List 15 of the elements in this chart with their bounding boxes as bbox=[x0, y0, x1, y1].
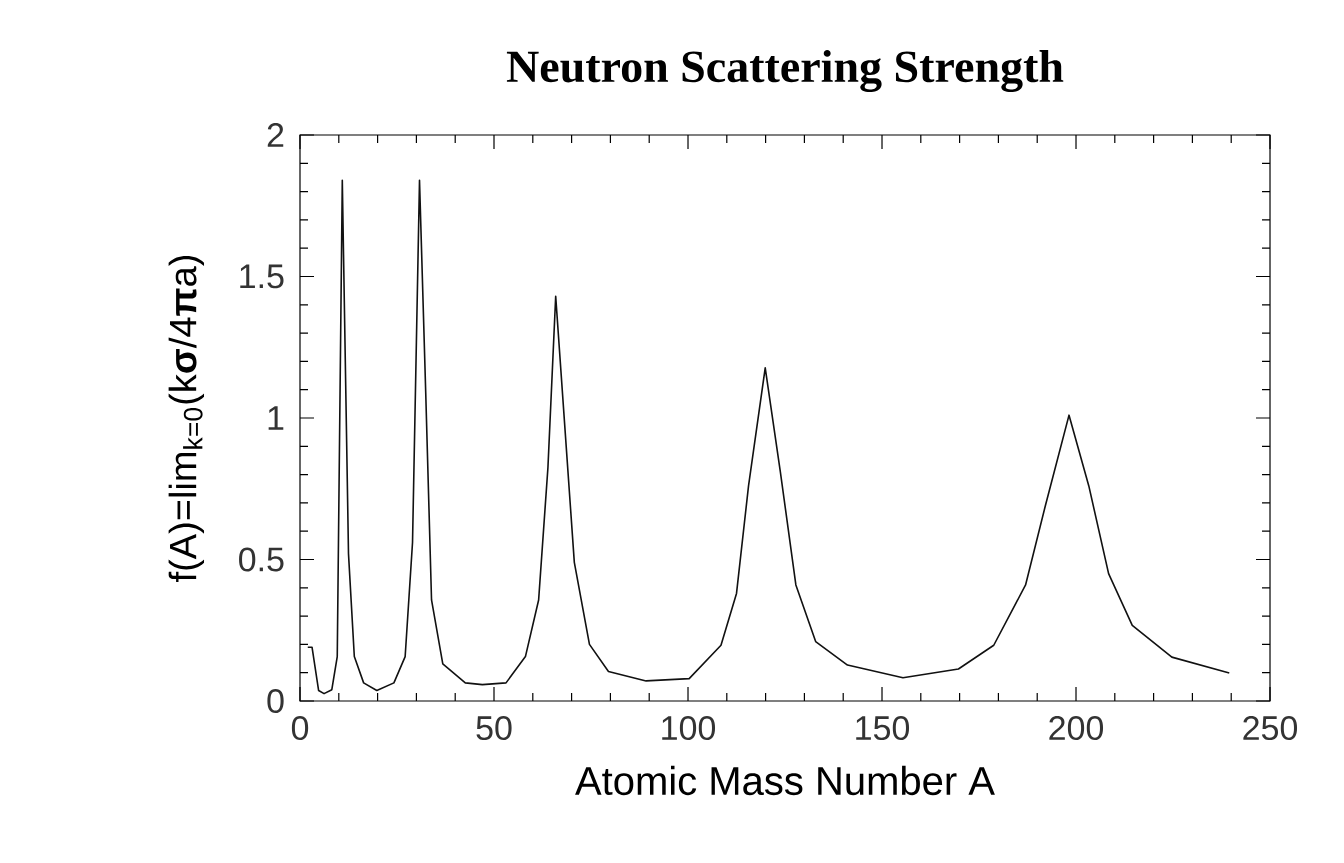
x-tick-label: 150 bbox=[856, 716, 910, 741]
y-tick-label: 0.5 bbox=[239, 547, 284, 572]
line-series bbox=[306, 179, 1231, 695]
x-tick-label: 250 bbox=[1243, 716, 1298, 741]
x-axis-title: Atomic Mass Number A bbox=[575, 765, 995, 796]
x-tick-label: 0 bbox=[291, 716, 309, 741]
x-tick-label: 200 bbox=[1049, 716, 1104, 741]
x-tick-label: 50 bbox=[476, 716, 512, 741]
x-tick-label: 100 bbox=[662, 716, 716, 741]
y-tick-label: 2 bbox=[267, 123, 284, 147]
y-tick-label: 1.5 bbox=[240, 264, 284, 289]
y-tick-label: 1 bbox=[268, 406, 284, 430]
y-axis-title: f(A)=lim$_{k=0}$(kσ/4πa) bbox=[168, 255, 205, 582]
y-tick-label: 0 bbox=[267, 688, 284, 714]
chart-title: Neutron Scattering Strength bbox=[506, 49, 1064, 92]
